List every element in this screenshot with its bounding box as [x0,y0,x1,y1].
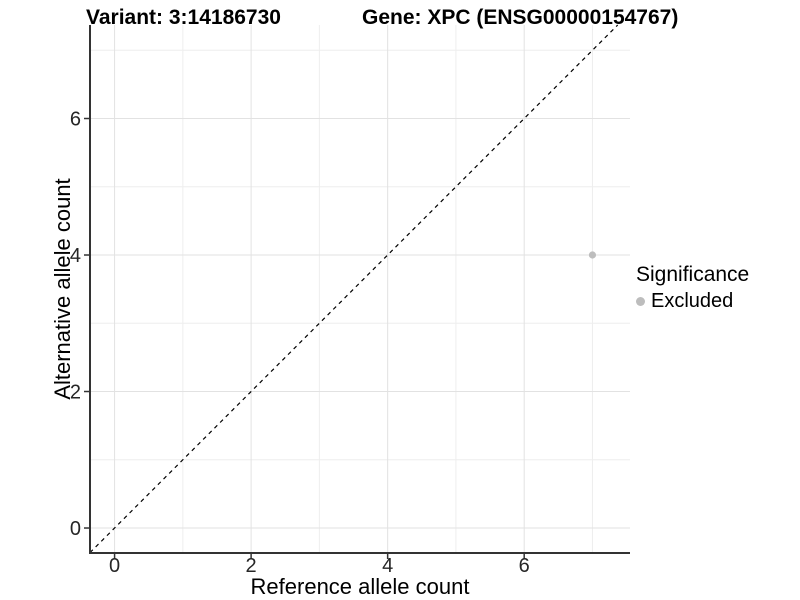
x-axis-title: Reference allele count [250,574,470,599]
plot-title-gene: Gene: XPC (ENSG00000154767) [362,6,679,29]
y-tick-label: 0 [70,518,81,540]
x-tick-label: 2 [246,555,257,577]
y-tick-label: 6 [70,109,81,131]
x-tick-label: 0 [109,555,120,577]
legend: Significance Excluded [636,263,749,313]
data-point [588,251,597,259]
y-axis-title: Alternative allele count [50,178,75,400]
x-tick-label: 4 [382,555,393,577]
excluded-point-icon [636,297,645,306]
x-tick-label: 6 [519,555,530,577]
y-tick-label: 4 [70,245,81,267]
legend-item-excluded: Excluded [636,290,749,313]
legend-title: Significance [636,263,750,286]
y-tick-label: 2 [70,382,81,404]
legend-item-label: Excluded [651,290,734,312]
plot-title-variant: Variant: 3:14186730 [86,6,281,29]
identity-line [89,24,619,554]
